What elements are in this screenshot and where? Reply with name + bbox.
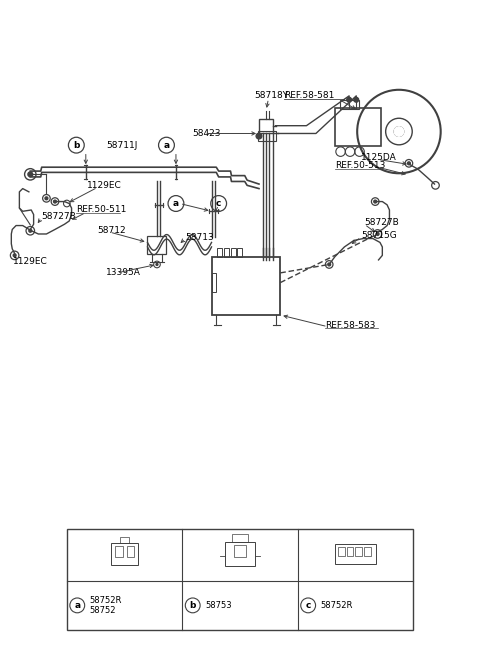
Circle shape: [347, 97, 351, 102]
Text: 58423: 58423: [192, 129, 221, 138]
Bar: [364, 547, 371, 556]
Text: b: b: [190, 601, 196, 610]
Bar: [67, 529, 413, 630]
Bar: [259, 119, 273, 133]
Bar: [217, 247, 222, 256]
Bar: [111, 543, 138, 565]
Circle shape: [45, 197, 48, 199]
Bar: [337, 547, 345, 556]
Text: 58727B: 58727B: [42, 212, 76, 221]
Bar: [224, 247, 229, 256]
Bar: [232, 535, 248, 543]
Bar: [347, 547, 353, 556]
Circle shape: [28, 172, 33, 176]
Text: 58727B: 58727B: [364, 218, 399, 228]
Circle shape: [374, 200, 377, 203]
Text: c: c: [216, 199, 221, 208]
Text: 58753: 58753: [205, 601, 232, 610]
Bar: [120, 537, 130, 543]
Bar: [258, 131, 276, 141]
Bar: [230, 247, 236, 256]
Text: 58752R
58752: 58752R 58752: [90, 596, 122, 615]
Text: REF.50-513: REF.50-513: [335, 161, 385, 171]
Text: 1125DA: 1125DA: [361, 153, 397, 162]
Text: REF.58-583: REF.58-583: [325, 321, 376, 330]
Circle shape: [328, 263, 331, 266]
Bar: [340, 100, 359, 109]
Bar: [225, 543, 255, 566]
Circle shape: [354, 97, 359, 102]
Text: 58713: 58713: [185, 233, 214, 241]
Bar: [335, 544, 376, 564]
Circle shape: [54, 200, 56, 203]
Bar: [212, 273, 216, 293]
Bar: [356, 547, 362, 556]
Text: 13395A: 13395A: [106, 268, 141, 277]
Circle shape: [394, 127, 404, 136]
Text: a: a: [74, 601, 80, 610]
Bar: [147, 236, 167, 254]
Text: 58711J: 58711J: [106, 140, 138, 150]
Text: 58718Y: 58718Y: [254, 91, 288, 100]
Text: 58712: 58712: [97, 226, 126, 236]
Circle shape: [156, 264, 158, 266]
Text: 58715G: 58715G: [361, 232, 397, 241]
Circle shape: [256, 133, 262, 139]
Circle shape: [29, 230, 32, 232]
Text: a: a: [173, 199, 179, 208]
Circle shape: [376, 233, 379, 236]
Bar: [127, 546, 134, 557]
Bar: [212, 256, 280, 315]
Bar: [115, 546, 122, 557]
Bar: [237, 247, 242, 256]
Bar: [335, 108, 382, 146]
Text: 1129EC: 1129EC: [13, 257, 48, 266]
Circle shape: [13, 254, 16, 256]
Text: REF.58-581: REF.58-581: [284, 91, 334, 100]
Text: REF.50-511: REF.50-511: [76, 205, 127, 215]
Text: 1129EC: 1129EC: [87, 181, 122, 190]
Text: c: c: [305, 601, 311, 610]
Text: a: a: [163, 140, 169, 150]
Text: b: b: [73, 140, 80, 150]
Bar: [234, 545, 246, 557]
Circle shape: [408, 162, 410, 165]
Text: 58752R: 58752R: [321, 601, 353, 610]
